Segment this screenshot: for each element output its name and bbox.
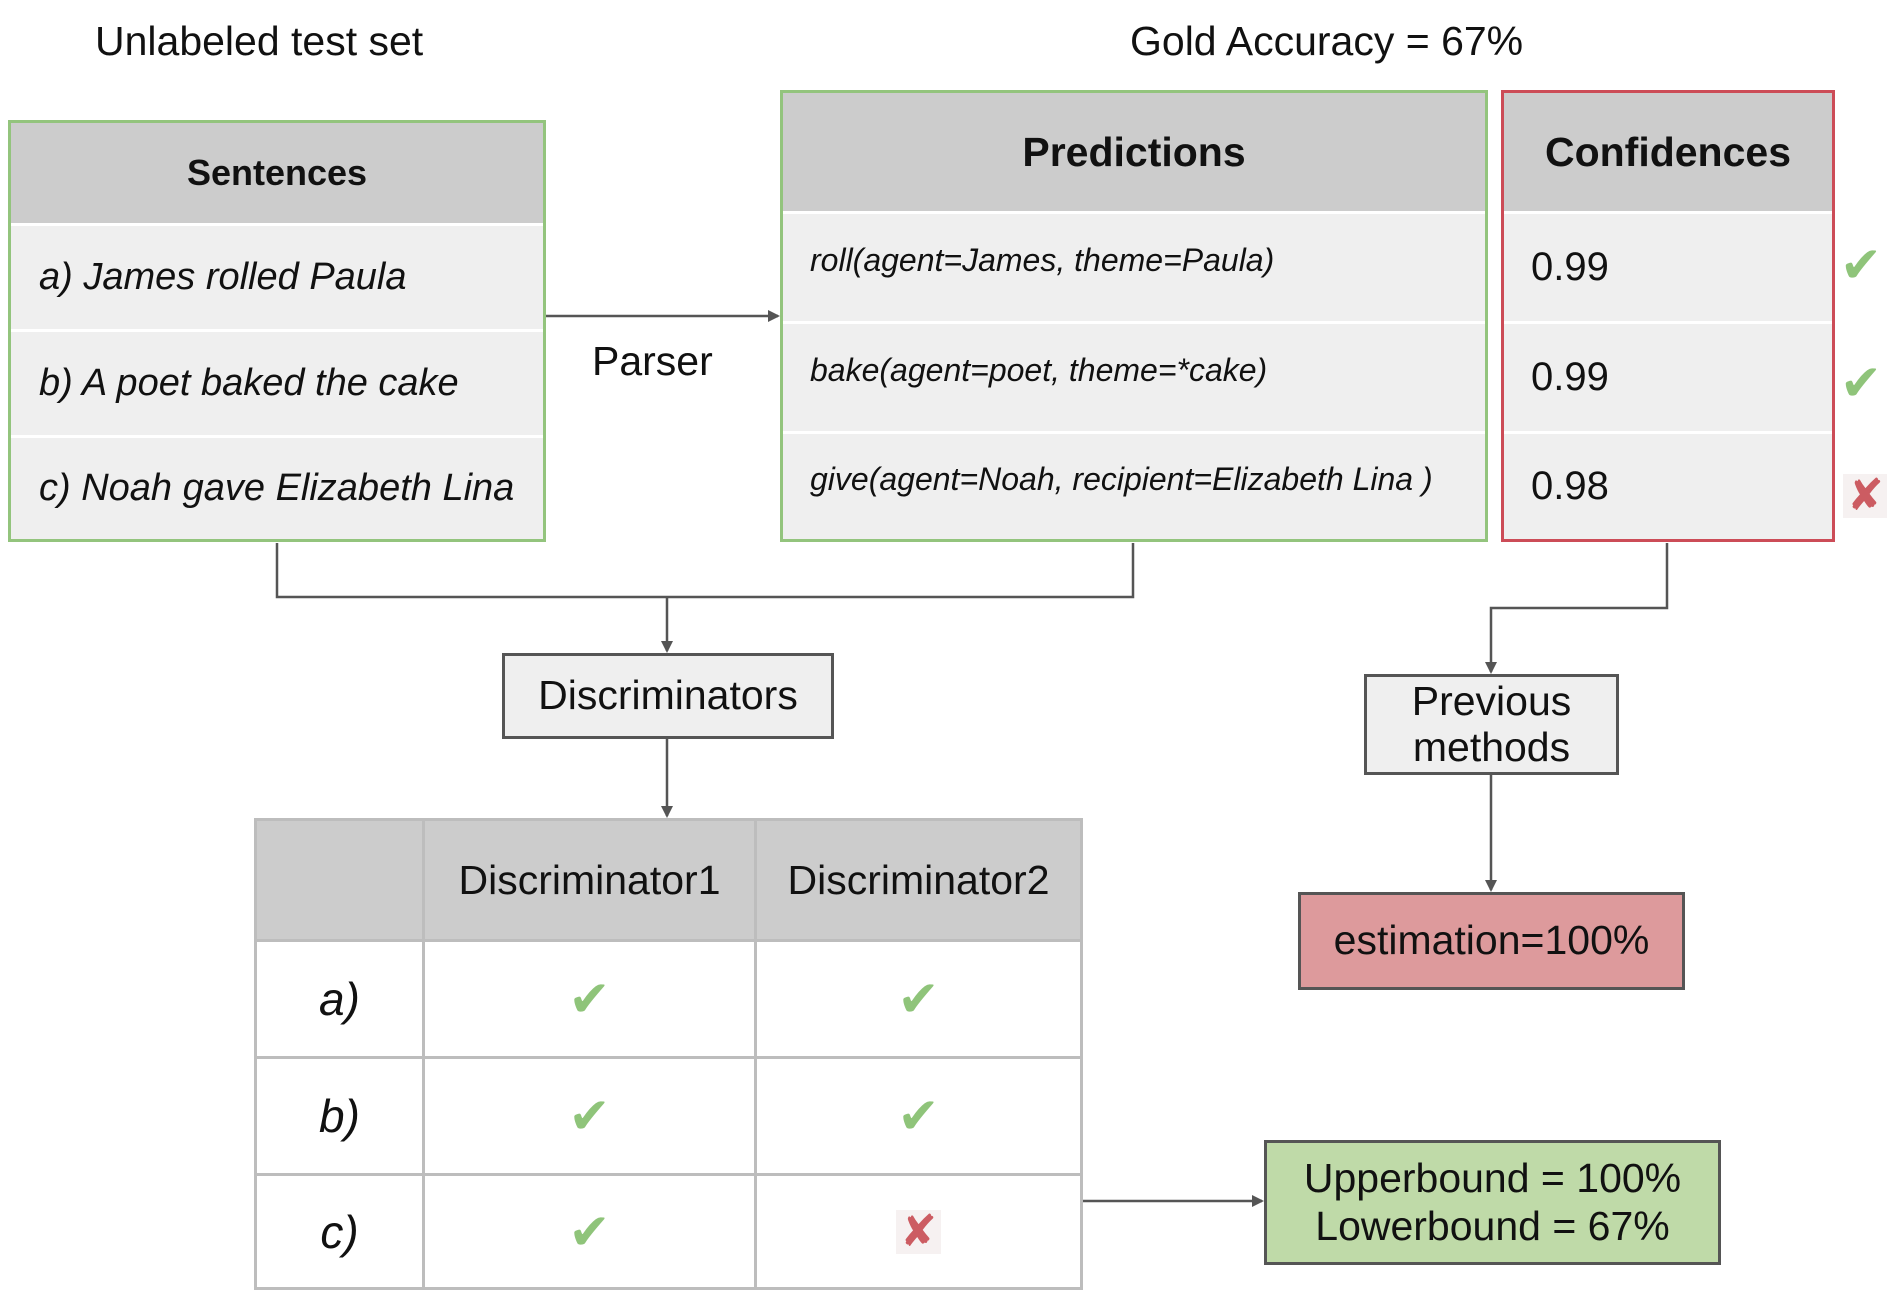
discriminator1-header: Discriminator1 bbox=[425, 821, 757, 939]
discriminator-results-table: Discriminator1 Discriminator2 a) ✔ ✔ b) … bbox=[254, 818, 1083, 1290]
predictions-header: Predictions bbox=[783, 93, 1485, 211]
confidence-row-c: 0.98 bbox=[1504, 431, 1832, 539]
disc1-result-c: ✔ bbox=[425, 1173, 757, 1287]
cross-icon: ✘ bbox=[896, 1209, 941, 1254]
sentence-row-c: c) Noah gave Elizabeth Lina bbox=[11, 435, 543, 539]
check-icon: ✔ bbox=[568, 1203, 611, 1260]
corner-header-cell bbox=[257, 821, 425, 939]
test-set-caption: Unlabeled test set bbox=[95, 18, 424, 64]
confidence-row-b: 0.99 bbox=[1504, 321, 1832, 431]
sentences-header: Sentences bbox=[11, 123, 543, 223]
row-label-b: b) bbox=[257, 1056, 425, 1173]
check-icon: ✔ bbox=[897, 971, 940, 1027]
confidences-table: Confidences 0.99 0.99 0.98 bbox=[1501, 90, 1835, 542]
gold-accuracy-caption: Gold Accuracy = 67% bbox=[1130, 18, 1524, 64]
previous-methods-line2: methods bbox=[1412, 723, 1571, 770]
check-icon: ✔ bbox=[1840, 237, 1882, 293]
check-icon: ✔ bbox=[568, 1088, 611, 1144]
disc2-result-a: ✔ bbox=[757, 939, 1080, 1056]
to-previous-arrow bbox=[1485, 543, 1669, 674]
disc2-result-c: ✘ bbox=[757, 1173, 1080, 1287]
prediction-row-b: bake(agent=poet, theme=*cake) bbox=[783, 321, 1485, 431]
row-label-c: c) bbox=[257, 1173, 425, 1287]
parser-label: Parser bbox=[592, 338, 713, 384]
sentence-row-b: b) A poet baked the cake bbox=[11, 329, 543, 435]
sentences-table: Sentences a) James rolled Paula b) A poe… bbox=[8, 120, 546, 542]
check-icon: ✔ bbox=[1840, 355, 1882, 411]
prediction-row-c: give(agent=Noah, recipient=Elizabeth Lin… bbox=[783, 431, 1485, 539]
previous-methods-box: Previous methods bbox=[1364, 674, 1619, 775]
disc1-result-b: ✔ bbox=[425, 1056, 757, 1173]
row-label-a: a) bbox=[257, 939, 425, 1056]
lowerbound-text: Lowerbound = 67% bbox=[1315, 1202, 1670, 1249]
cross-icon: ✘ bbox=[1843, 474, 1887, 518]
sentence-row-a: a) James rolled Paula bbox=[11, 223, 543, 329]
estimation-box: estimation=100% bbox=[1298, 892, 1685, 990]
disc2-result-b: ✔ bbox=[757, 1056, 1080, 1173]
discriminators-box: Discriminators bbox=[502, 653, 834, 739]
discriminator2-header: Discriminator2 bbox=[757, 821, 1080, 939]
disc1-result-a: ✔ bbox=[425, 939, 757, 1056]
check-icon: ✔ bbox=[568, 971, 611, 1027]
confidence-row-a: 0.99 bbox=[1504, 211, 1832, 321]
check-icon: ✔ bbox=[897, 1088, 940, 1144]
predictions-table: Predictions roll(agent=James, theme=Paul… bbox=[780, 90, 1488, 542]
prediction-row-a: roll(agent=James, theme=Paula) bbox=[783, 211, 1485, 321]
bounds-box: Upperbound = 100% Lowerbound = 67% bbox=[1264, 1140, 1721, 1265]
previous-methods-line1: Previous bbox=[1411, 678, 1572, 725]
merge-line bbox=[275, 543, 1135, 599]
upperbound-text: Upperbound = 100% bbox=[1303, 1155, 1682, 1202]
confidences-header: Confidences bbox=[1504, 93, 1832, 211]
